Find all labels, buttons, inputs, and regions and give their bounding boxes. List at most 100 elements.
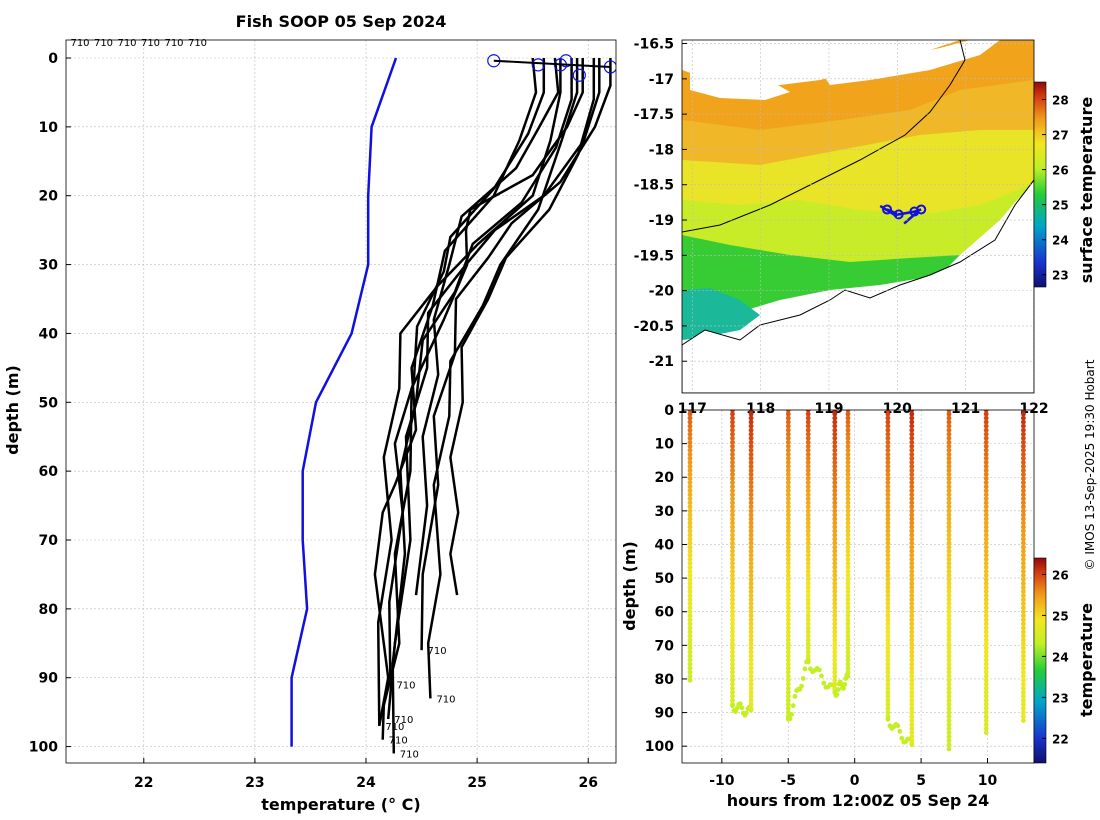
section-sample-point [845,625,851,631]
section-sample-point [748,665,754,671]
section-sample-point [805,423,811,429]
section-sample-point [792,694,798,699]
section-sample-point [730,423,735,429]
section-sample-point [748,690,754,695]
section-sample-point [687,447,693,453]
section-sample-point [946,500,952,506]
section-sample-point [687,653,693,659]
section-sample-point [748,694,754,699]
section-sample-point [909,742,915,748]
section-sample-point [909,641,915,647]
section-sample-point [885,472,891,477]
section-sample-point [885,548,891,554]
section-sample-point [730,625,735,631]
section-sample-point [805,629,811,635]
section-sample-point [845,552,851,558]
section-sample-point [1021,653,1026,659]
section-sample-point [785,468,791,473]
surface-point [572,68,586,82]
section-sample-point [687,512,693,518]
section-sample-point [845,641,851,647]
section-sample-point [730,673,735,679]
section-sample-point [835,687,841,693]
section-sample-point [832,431,838,437]
section-sample-point [687,460,693,465]
section-sample-point [1021,613,1026,619]
section-sample-point [885,468,891,473]
section-sample-point [832,452,838,457]
section-sample-point [730,419,735,425]
section-sample-point [687,556,693,562]
section-sample-point [909,669,915,675]
map-x-tick-label: 122 [1019,401,1048,417]
section-sample-point [730,520,735,526]
profile-panel: 710 710 710 710 710 710 710710710710710710710… [3,12,617,814]
section-sample-point [1021,605,1026,611]
section-sample-point [687,548,693,554]
profile-line [388,58,546,685]
profile-y-tick-label: 100 [29,740,58,756]
section-sample-point [983,411,989,417]
section-sample-point [832,601,838,606]
section-sample-point [885,633,891,639]
section-sample-point [832,484,838,490]
section-sample-point [909,710,915,715]
section-sample-point [983,504,989,510]
section-sample-point [805,447,811,453]
profile-y-tick-label: 0 [48,51,58,67]
section-sample-point [946,431,952,437]
section-sample-point [832,435,838,441]
section-sample-point [785,633,791,639]
section-sample-point [687,661,693,667]
section-colorbar-tick-label: 26 [1052,568,1069,582]
section-sample-point [1021,484,1026,490]
section-sample-point [805,439,811,445]
section-sample-point [687,581,693,586]
section-sample-point [983,710,989,715]
section-sample-point [946,657,952,663]
section-sample-point [909,690,915,695]
section-sample-point [1021,633,1026,639]
section-sample-point [730,686,735,691]
section-sample-point [785,577,791,582]
section-sample-point [1021,427,1026,433]
section-sample-point [687,625,693,631]
section-sample-point [748,585,754,590]
section-sample-point [1021,439,1026,445]
section-sample-point [687,564,693,570]
section-sample-point [730,649,735,655]
section-sample-point [832,677,838,683]
section-sample-point [983,468,989,473]
section-sample-point [983,585,989,590]
section-sample-point [909,452,915,457]
map-x-tick-label: 121 [951,401,980,417]
section-sample-point [1021,410,1026,413]
section-sample-point [730,677,735,683]
section-sample-point [909,597,915,602]
section-sample-point [730,698,735,703]
section-sample-point [909,476,915,481]
section-sample-point [845,556,851,562]
section-sample-point [845,504,851,510]
section-sample-point [805,431,811,437]
section-sample-point [748,669,754,675]
section-sample-point [832,605,838,611]
section-sample-point [730,637,735,643]
map-y-tick-label: -18 [649,142,674,158]
map-colorbar-tick-label: 25 [1052,199,1069,213]
section-sample-point [785,512,791,518]
section-sample-point [805,589,811,594]
profile-line [376,58,562,726]
section-sample-point [845,589,851,594]
section-sample-point [1021,686,1026,691]
section-sample-point [730,452,735,457]
section-sample-point [909,468,915,473]
section-sample-point [1021,504,1026,510]
section-sample-point [946,585,952,590]
section-sample-point [687,480,693,485]
section-sample-point [845,544,851,550]
section-sample-point [785,564,791,570]
section-sample-point [885,540,891,546]
section-sample-point [687,500,693,506]
section-sample-point [983,560,989,566]
